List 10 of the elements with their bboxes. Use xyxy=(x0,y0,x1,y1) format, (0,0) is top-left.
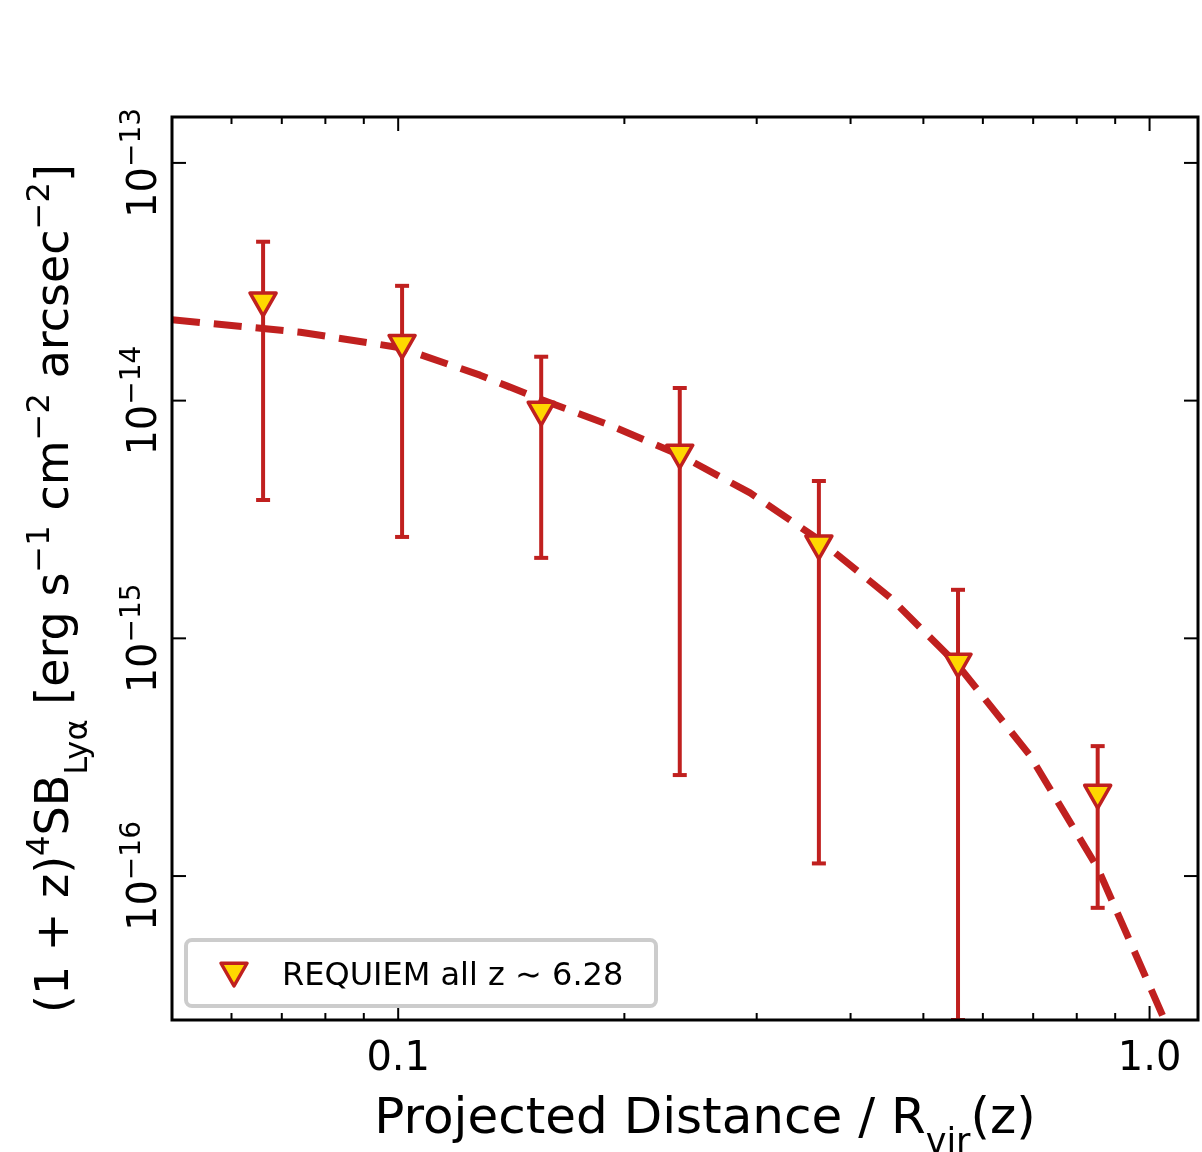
point xyxy=(387,333,417,360)
point xyxy=(804,534,834,561)
x-tick-label: 0.1 xyxy=(366,1033,430,1079)
point xyxy=(1082,783,1113,810)
legend-label: REQUIEM all z ∼ 6.28 xyxy=(282,955,624,993)
x-tick-label: 1.0 xyxy=(1117,1033,1182,1079)
point xyxy=(248,291,278,318)
point xyxy=(665,443,695,470)
point xyxy=(943,652,973,679)
point xyxy=(526,400,556,427)
